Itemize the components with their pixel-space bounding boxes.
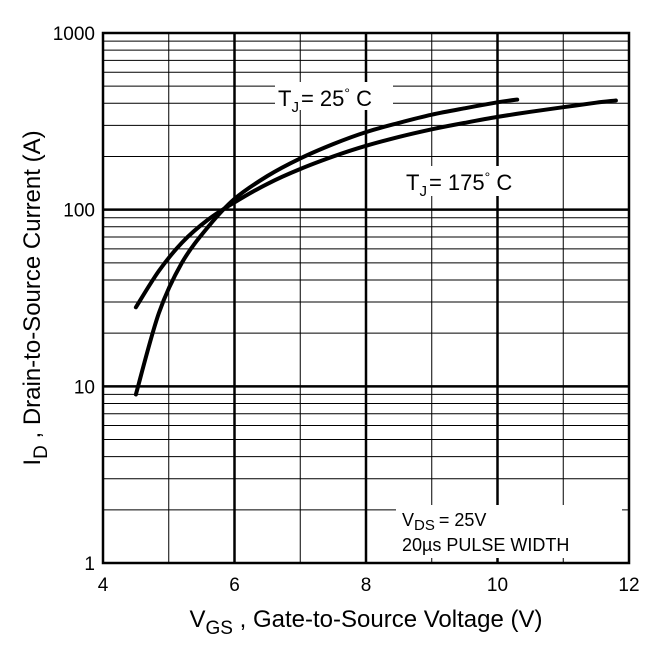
x-tick-label: 6 [229, 575, 240, 596]
x-axis-title: VGS , Gate-to-Source Voltage (V) [190, 606, 543, 639]
conditions-label-bg [396, 505, 622, 558]
x-tick-label: 8 [361, 575, 372, 596]
y-tick-label: 100 [63, 201, 95, 222]
series-tj25-line [133, 97, 520, 397]
plot-frame [101, 31, 631, 565]
y-tick-label: 10 [74, 377, 95, 398]
grid [103, 33, 629, 563]
x-tick-label: 12 [618, 575, 639, 596]
series-layer [133, 97, 618, 397]
x-tick-label: 4 [98, 575, 109, 596]
y-axis-title: ID , Drain-to-Source Current (A) [19, 130, 52, 465]
annotation-pulse-width: 20µs PULSE WIDTH [402, 535, 569, 555]
tj25-label-bg [275, 82, 393, 110]
tick-labels: 4 6 8 10 12 1 10 100 1000 [53, 24, 640, 596]
x-tick-label: 10 [487, 575, 508, 596]
tj175-label-bg [404, 166, 536, 196]
annotation-vds: VDS = 25V [402, 510, 486, 534]
annotation-tj175: TJ= 175° C [406, 169, 512, 200]
series-tj175-line [133, 98, 618, 310]
annotation-tj25: TJ= 25° C [278, 85, 372, 116]
y-tick-label: 1 [84, 554, 95, 575]
y-tick-label: 1000 [53, 24, 95, 45]
